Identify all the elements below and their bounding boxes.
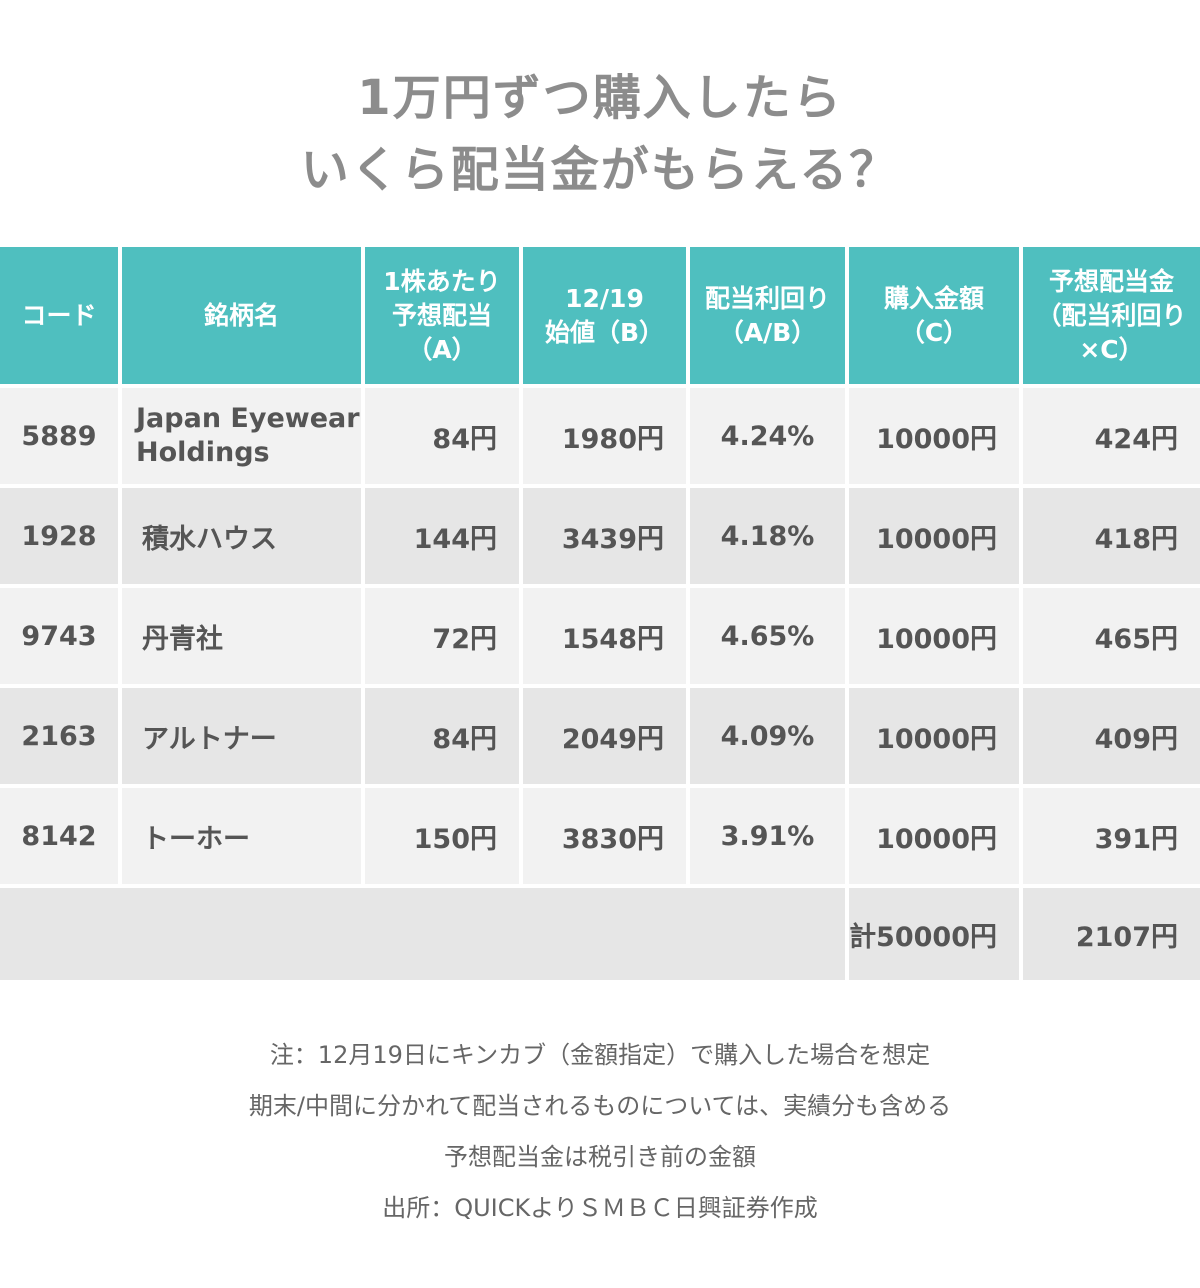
footnotes: 注：12月19日にキンカブ（金額指定）で購入した場合を想定 期末/中間に分かれて… [0, 1030, 1200, 1234]
cell-open-price: 1548円 [523, 588, 690, 688]
header-yield: 配当利回り （A/B） [690, 247, 849, 388]
cell-dividend: 84円 [365, 688, 523, 788]
header-purchase-amount: 購入金額 （C） [849, 247, 1023, 388]
cell-open-price: 3439円 [523, 488, 690, 588]
cell-code: 2163 [0, 688, 122, 788]
header-dividend-per-share: 1株あたり 予想配当 （A） [365, 247, 523, 388]
cell-name: 積水ハウス [122, 488, 365, 588]
cell-dividend: 72円 [365, 588, 523, 688]
total-blank-cell [0, 888, 849, 984]
footnote-source: 出所：QUICKよりＳＭＢＣ日興証券作成 [382, 1194, 818, 1222]
cell-name: アルトナー [122, 688, 365, 788]
footnote-line: 注：12月19日にキンカブ（金額指定）で購入した場合を想定 [269, 1041, 931, 1069]
table-row: 5889 Japan Eyewear Holdings 84円 1980円 4.… [0, 388, 1200, 488]
cell-amount: 10000円 [849, 488, 1023, 588]
cell-yield: 4.18% [690, 488, 849, 588]
title-line-1: 1万円ずつ購入したら [357, 70, 843, 126]
total-forecast: 2107円 [1023, 888, 1200, 984]
footnote-line: 期末/中間に分かれて配当されるものについては、実績分も含める [248, 1092, 952, 1120]
cell-open-price: 1980円 [523, 388, 690, 488]
cell-dividend: 84円 [365, 388, 523, 488]
cell-dividend: 150円 [365, 788, 523, 888]
header-open-price: 12/19 始値（B） [523, 247, 690, 388]
cell-forecast: 391円 [1023, 788, 1200, 888]
cell-forecast: 409円 [1023, 688, 1200, 788]
cell-code: 9743 [0, 588, 122, 688]
cell-code: 8142 [0, 788, 122, 888]
table-row: 1928 積水ハウス 144円 3439円 4.18% 10000円 418円 [0, 488, 1200, 588]
table-row: 8142 トーホー 150円 3830円 3.91% 10000円 391円 [0, 788, 1200, 888]
table-header-row: コード 銘柄名 1株あたり 予想配当 （A） 12/19 始値（B） 配当利回り… [0, 247, 1200, 388]
cell-name: 丹青社 [122, 588, 365, 688]
cell-code: 1928 [0, 488, 122, 588]
cell-forecast: 465円 [1023, 588, 1200, 688]
cell-amount: 10000円 [849, 788, 1023, 888]
cell-amount: 10000円 [849, 688, 1023, 788]
cell-dividend: 144円 [365, 488, 523, 588]
cell-forecast: 424円 [1023, 388, 1200, 488]
total-row: 計50000円 2107円 [0, 888, 1200, 984]
cell-name: トーホー [122, 788, 365, 888]
cell-yield: 4.65% [690, 588, 849, 688]
cell-code: 5889 [0, 388, 122, 488]
cell-amount: 10000円 [849, 588, 1023, 688]
cell-open-price: 3830円 [523, 788, 690, 888]
cell-name: Japan Eyewear Holdings [122, 388, 365, 488]
page-title: 1万円ずつ購入したら いくら配当金がもらえる？ [0, 62, 1200, 206]
cell-yield: 4.24% [690, 388, 849, 488]
header-forecast-dividend: 予想配当金 （配当利回り ×C） [1023, 247, 1200, 388]
cell-forecast: 418円 [1023, 488, 1200, 588]
cell-open-price: 2049円 [523, 688, 690, 788]
cell-amount: 10000円 [849, 388, 1023, 488]
cell-yield: 4.09% [690, 688, 849, 788]
table-row: 2163 アルトナー 84円 2049円 4.09% 10000円 409円 [0, 688, 1200, 788]
header-name: 銘柄名 [122, 247, 365, 388]
header-code: コード [0, 247, 122, 388]
title-line-2: いくら配当金がもらえる？ [300, 142, 900, 198]
table-row: 9743 丹青社 72円 1548円 4.65% 10000円 465円 [0, 588, 1200, 688]
footnote-line: 予想配当金は税引き前の金額 [444, 1143, 756, 1171]
total-amount: 計50000円 [849, 888, 1023, 984]
dividend-table: コード 銘柄名 1株あたり 予想配当 （A） 12/19 始値（B） 配当利回り… [0, 247, 1200, 984]
cell-yield: 3.91% [690, 788, 849, 888]
